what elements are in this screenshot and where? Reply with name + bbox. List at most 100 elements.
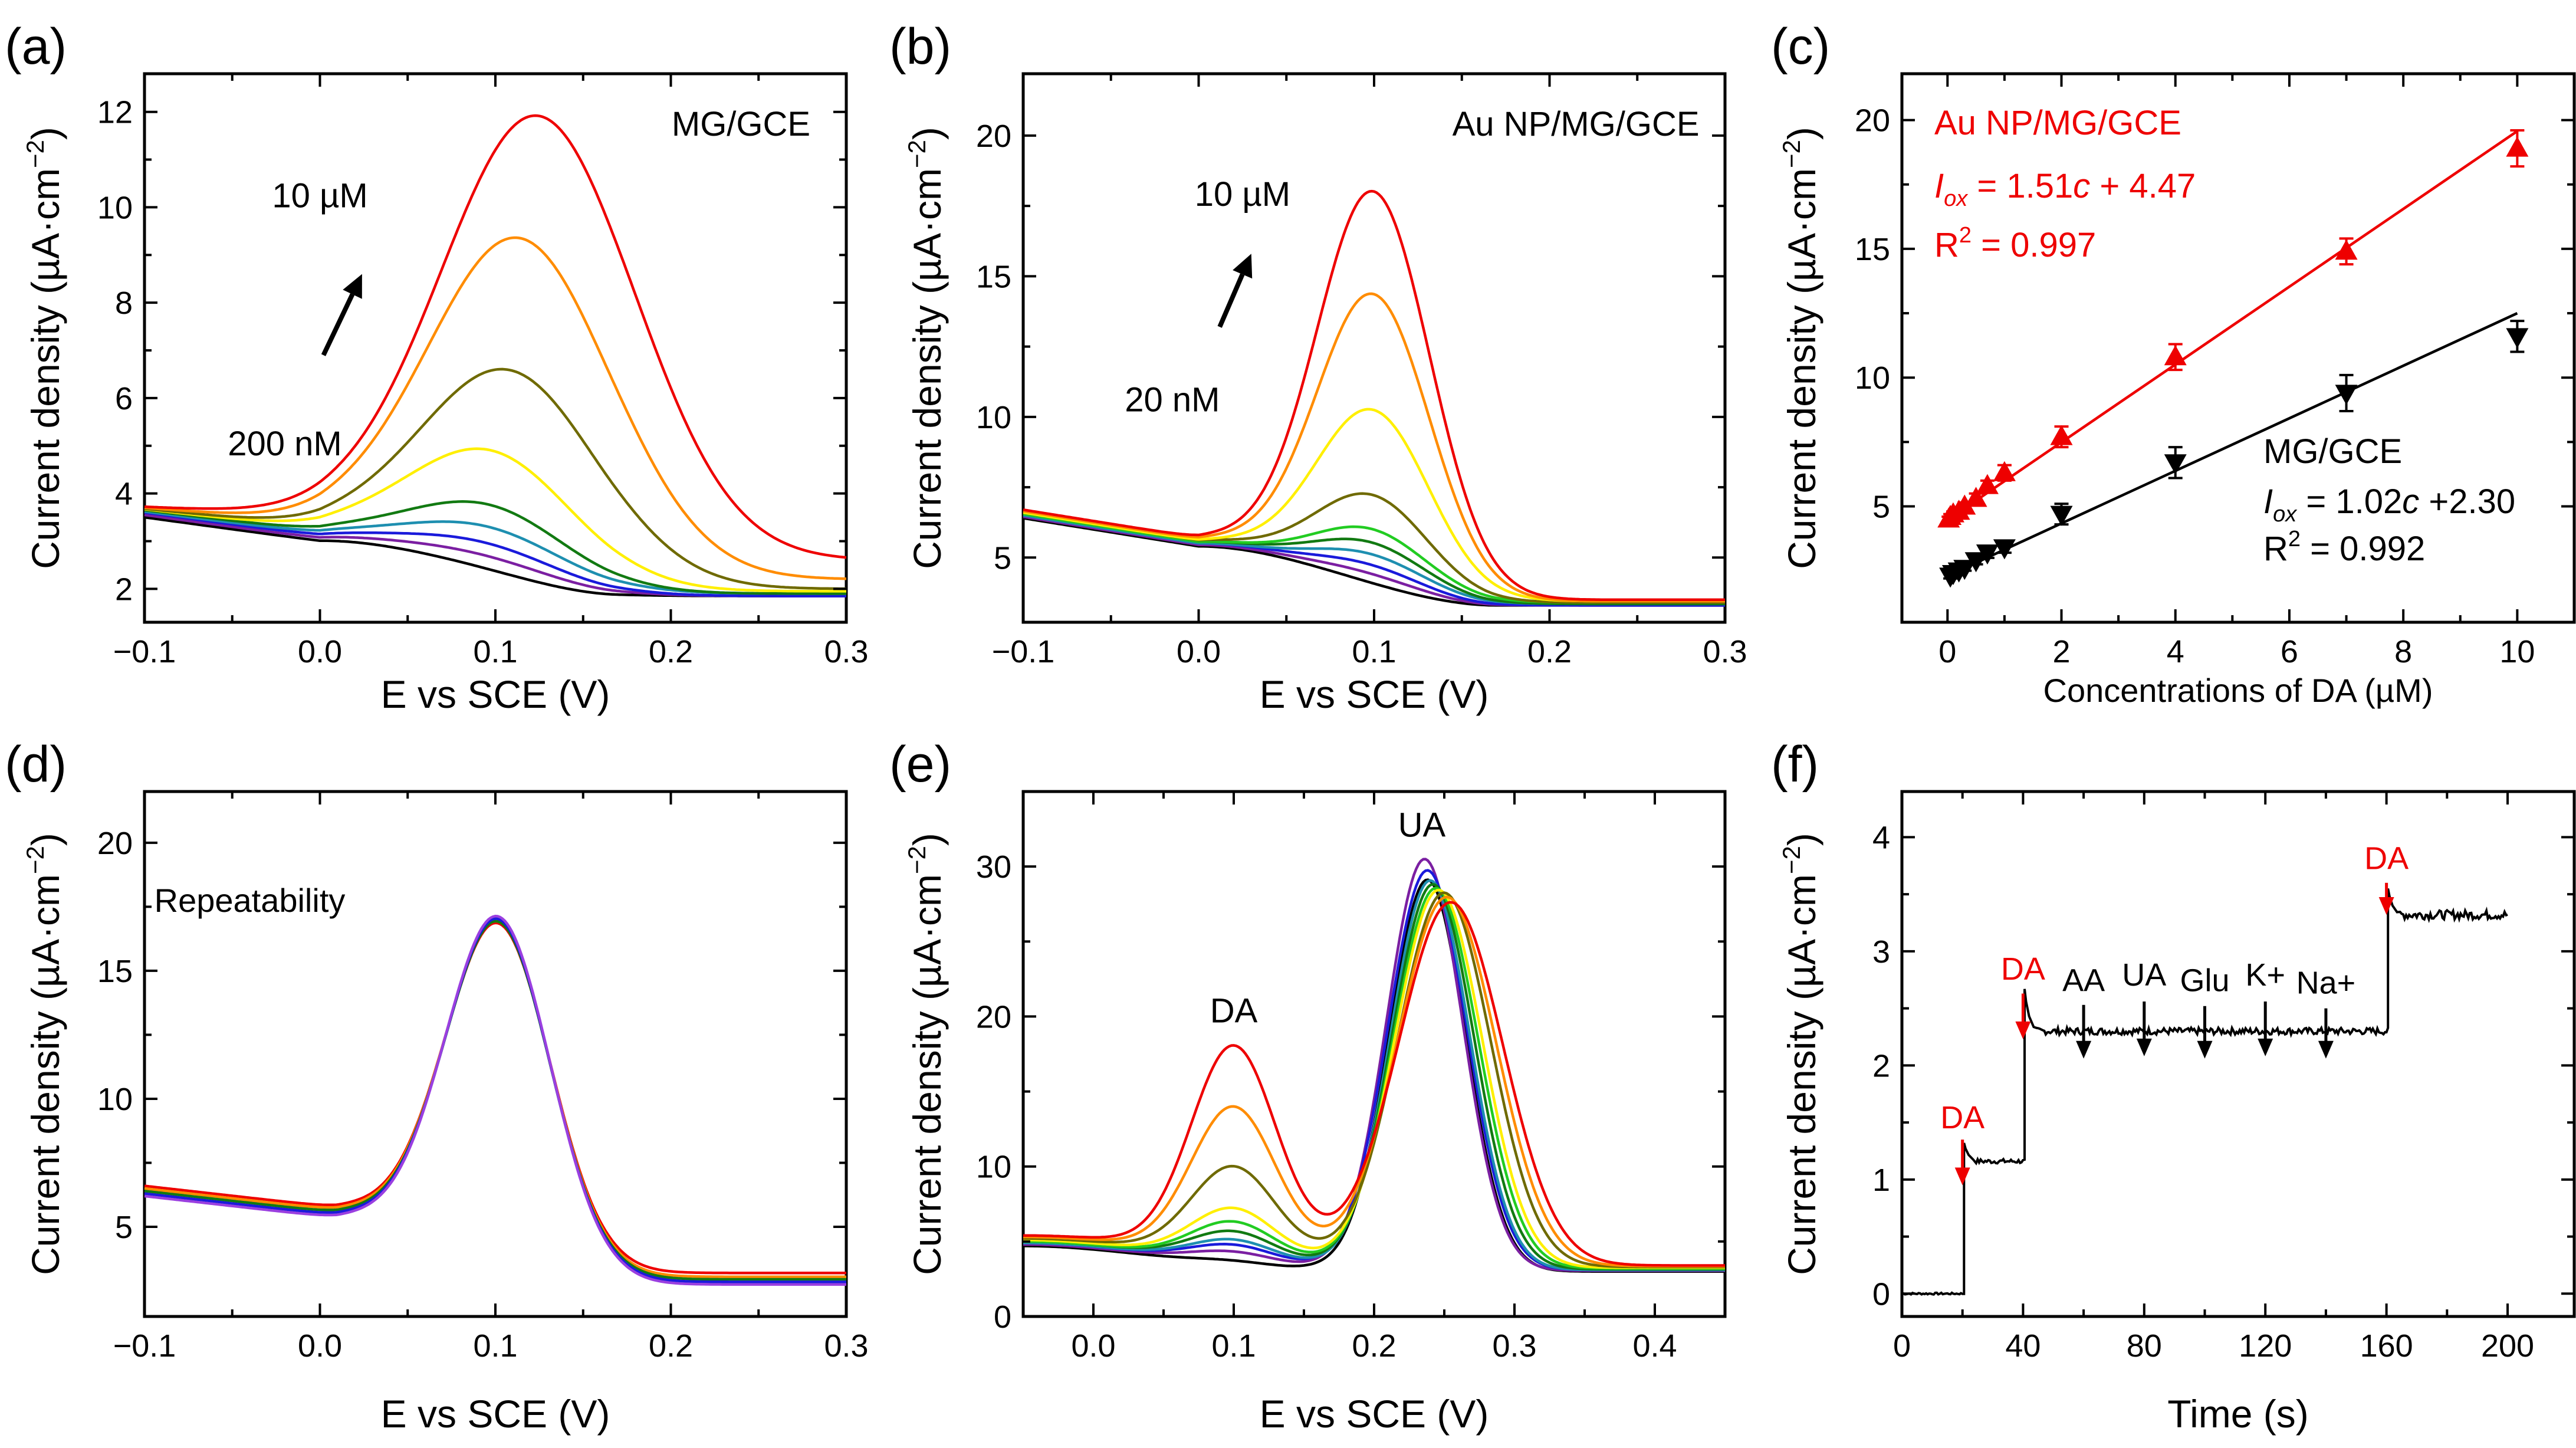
y-tick-label: 20 [1855,103,1890,139]
series-line-lime [1023,886,1725,1270]
series-group-b [1023,189,1725,607]
x-tick-label: 0 [1893,1328,1911,1364]
y-tick-label: 4 [115,477,133,512]
y-tick-label: 3 [1872,934,1890,970]
y-tick-label: 12 [97,95,133,130]
data-point [1993,539,2016,560]
annotation-au-np-mg-gce: Au NP/MG/GCE [1453,105,1700,143]
y-tick-label: 20 [97,826,133,861]
y-tick-label: 10 [976,400,1011,435]
panel-label-b: (b) [889,18,951,75]
x-tick-label: 0.0 [298,1328,342,1364]
arrow-head [1233,254,1253,279]
y-tick-label: 10 [976,1150,1011,1185]
trend-arrow-b [1217,254,1253,328]
series-line-green [144,500,846,595]
annotation-repeatability: Repeatability [155,882,346,919]
injection-label: DA [2001,951,2045,987]
x-tick-label: 10 [2499,634,2535,669]
plot-frame-d [143,790,848,1318]
y-tick-label: 15 [976,259,1011,294]
x-tick-label: 4 [2167,634,2184,669]
y-axis-label-c: Current density (µA·cm−2) [1777,127,1823,569]
data-point [1993,461,2016,481]
plot-frame-a [143,72,848,624]
series-line-black [1023,878,1725,1273]
series-line-yellow [144,447,846,593]
y-tick-label: 0 [994,1299,1011,1335]
y-tick-label: 4 [1872,820,1890,855]
series-line-blue [144,917,846,1283]
panel-label-f: (f) [1771,736,1819,793]
y-tick-label: 1 [1872,1163,1890,1198]
fit-line [1947,312,2518,577]
series-line-violet [144,914,846,1286]
y-axis-label-b: Current density (µA·cm−2) [903,127,949,569]
legend-au-np: Au NP/MG/GCE Iox = 1.51c + 4.47 R2 = 0.9… [1934,104,2196,264]
series-line-orange [144,236,847,580]
legend-mg-gce: MG/GCE Iox = 1.02c +2.30 R2 = 0.992 [2263,432,2515,568]
x-tick-label: 0.3 [824,1328,868,1364]
series-line-red [1023,189,1725,602]
x-axis-label-b: E vs SCE (V) [1260,672,1489,716]
data-point [1953,494,1976,515]
y-tick-label: 5 [994,540,1011,576]
series-group-d [144,914,846,1286]
ticks-f: 0 40 80 120 160 200 0 1 2 3 4 [1872,792,2574,1364]
injection-arrow-head [2378,897,2394,915]
legend-mg-gce-equation: Iox = 1.02c +2.30 [2263,482,2515,527]
annotation-10um: 10 µM [272,176,367,215]
x-axis-label-c: Concentrations of DA (µM) [2043,672,2433,709]
y-tick-label: 20 [976,119,1011,154]
injection-label: UA [2122,957,2166,993]
x-tick-label: 120 [2239,1328,2292,1364]
injection-arrow-head [2076,1040,2092,1059]
legend-au-np-equation: Iox = 1.51c + 4.47 [1934,167,2196,211]
arrow-head [343,274,362,299]
x-tick-label: 0.4 [1632,1328,1677,1364]
ticks-b: −0.1 0.0 0.1 0.2 0.3 5 10 15 20 [976,74,1747,669]
x-tick-label: 8 [2394,634,2412,669]
panel-label-a: (a) [5,18,67,75]
series-line-orange [1023,895,1725,1268]
data-point [2050,425,2073,445]
series-line-yellow [1023,888,1725,1269]
x-tick-label: −0.1 [113,634,176,669]
x-tick-label: 40 [2005,1328,2041,1364]
series-line-olive [1023,891,1725,1269]
x-axis-label-a: E vs SCE (V) [381,672,610,716]
x-tick-label: 0 [1938,634,1956,669]
series-line-green [1023,882,1725,1271]
panel-d: (d) −0.1 0.0 0.1 0.2 0.3 5 10 15 20 E vs SCE (V)… [5,736,869,1436]
series-group-e [1023,858,1725,1273]
annotation-10um: 10 µM [1195,175,1290,214]
x-tick-label: 0.2 [1352,1328,1396,1364]
data-point [1976,544,1999,565]
y-tick-label: 30 [976,849,1011,885]
x-tick-label: 0.3 [824,634,868,669]
injection-label: DA [1940,1100,1984,1135]
data-point [2335,385,2358,405]
series-line-red [1023,901,1725,1267]
x-tick-label: 6 [2281,634,2298,669]
ticks-a: −0.1 0.0 0.1 0.2 0.3 2 4 6 8 10 12 [97,74,869,669]
data-point [2164,345,2187,366]
annotation-da: DA [1210,992,1258,1030]
annotation-200nm: 200 nM [228,425,341,463]
injection-label: AA [2062,963,2105,999]
legend-au-np-r2: R2 = 0.997 [1934,223,2096,264]
ticks-e: 0.0 0.1 0.2 0.3 0.4 0 10 20 30 [976,792,1725,1364]
injection-label: Glu [2180,963,2229,999]
y-axis-label-a: Current density (µA·cm−2) [21,127,67,569]
legend-au-np-name: Au NP/MG/GCE [1934,104,2181,142]
y-tick-label: 2 [115,572,133,607]
series-line-purple [1023,858,1725,1272]
data-point [1964,487,1987,507]
x-tick-label: 0.0 [298,634,342,669]
series-group-f [1901,888,2508,1296]
series-line-yellow [1023,408,1725,603]
x-tick-label: −0.1 [113,1328,176,1364]
y-tick-label: 10 [97,190,133,225]
plot-frame-b [1021,72,1727,624]
